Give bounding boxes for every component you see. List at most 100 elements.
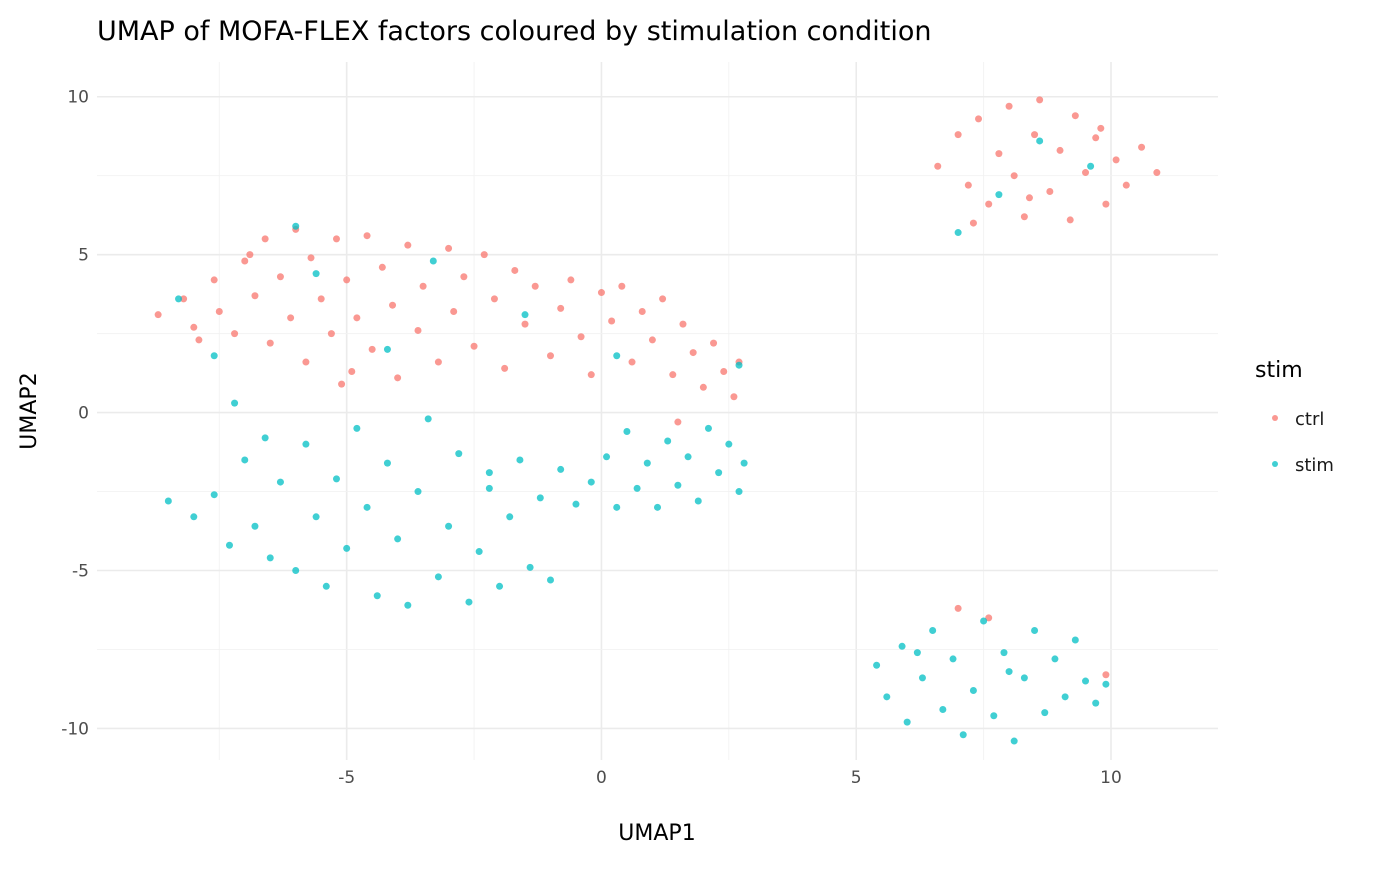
point-ctrl: [501, 364, 509, 372]
point-stim: [929, 627, 937, 635]
point-stim: [674, 481, 682, 489]
point-stim: [455, 450, 463, 458]
point-stim: [735, 488, 743, 496]
point-stim: [918, 674, 926, 682]
point-ctrl: [419, 282, 427, 290]
point-ctrl: [1112, 156, 1120, 164]
point-stim: [1041, 709, 1049, 717]
point-stim: [485, 469, 493, 477]
point-ctrl: [618, 282, 626, 290]
point-ctrl: [1005, 102, 1013, 110]
point-ctrl: [1036, 96, 1044, 104]
point-ctrl: [567, 276, 575, 284]
point-stim: [175, 295, 183, 303]
point-ctrl: [628, 358, 636, 366]
point-ctrl: [1025, 194, 1033, 202]
point-stim: [353, 424, 361, 432]
point-stim: [913, 649, 921, 657]
point-stim: [485, 484, 493, 492]
point-ctrl: [327, 330, 335, 338]
point-stim: [526, 563, 534, 571]
point-stim: [363, 503, 371, 511]
y-tick-label: 10: [67, 88, 89, 108]
point-ctrl: [1056, 146, 1064, 154]
point-stim: [241, 456, 249, 464]
point-ctrl: [985, 200, 993, 208]
point-ctrl: [210, 276, 218, 284]
point-ctrl: [674, 418, 682, 426]
point-stim: [633, 484, 641, 492]
point-stim: [883, 693, 891, 701]
point-ctrl: [1138, 143, 1146, 151]
data-points: [154, 96, 1161, 745]
point-stim: [1071, 636, 1079, 644]
point-stim: [995, 191, 1003, 199]
point-stim: [557, 465, 565, 473]
point-stim: [740, 459, 748, 467]
point-stim: [394, 535, 402, 543]
point-ctrl: [1102, 671, 1110, 679]
point-ctrl: [307, 254, 315, 262]
point-ctrl: [353, 314, 361, 322]
point-ctrl: [1046, 187, 1054, 195]
legend-label-stim: stim: [1295, 455, 1334, 476]
point-stim: [603, 453, 611, 461]
point-stim: [521, 311, 529, 319]
point-ctrl: [985, 614, 993, 622]
point-ctrl: [266, 339, 274, 347]
point-ctrl: [995, 150, 1003, 158]
point-ctrl: [368, 345, 376, 353]
grid-lines: [97, 62, 1218, 760]
point-stim: [1010, 737, 1018, 745]
point-ctrl: [954, 131, 962, 139]
x-tick-label: 5: [851, 768, 862, 788]
point-ctrl: [404, 241, 412, 249]
point-stim: [496, 582, 504, 590]
point-ctrl: [597, 289, 605, 297]
y-tick-label: -5: [72, 561, 89, 581]
point-stim: [587, 478, 595, 486]
point-ctrl: [934, 162, 942, 170]
x-tick-label: 10: [1100, 768, 1122, 788]
point-ctrl: [414, 326, 422, 334]
y-axis-label: UMAP2: [17, 372, 42, 449]
point-ctrl: [1031, 131, 1039, 139]
point-ctrl: [648, 336, 656, 344]
point-stim: [572, 500, 580, 508]
point-ctrl: [1066, 216, 1074, 224]
point-stim: [475, 548, 483, 556]
point-ctrl: [343, 276, 351, 284]
point-stim: [1031, 627, 1039, 635]
point-ctrl: [521, 320, 529, 328]
point-ctrl: [1082, 169, 1090, 177]
point-stim: [980, 617, 988, 625]
y-tick-label: 5: [78, 246, 89, 266]
point-stim: [261, 434, 269, 442]
point-ctrl: [577, 333, 585, 341]
point-ctrl: [531, 282, 539, 290]
point-stim: [1036, 137, 1044, 145]
point-stim: [322, 582, 330, 590]
point-stim: [429, 257, 437, 265]
point-stim: [424, 415, 432, 423]
point-stim: [1000, 649, 1008, 657]
point-ctrl: [195, 336, 203, 344]
point-ctrl: [470, 342, 478, 350]
point-stim: [694, 497, 702, 505]
point-ctrl: [246, 251, 254, 259]
point-ctrl: [1020, 213, 1028, 221]
point-stim: [684, 453, 692, 461]
x-tick-label: -5: [338, 768, 355, 788]
point-stim: [623, 428, 631, 436]
point-ctrl: [445, 244, 453, 252]
point-stim: [536, 494, 544, 502]
point-ctrl: [180, 295, 188, 303]
point-stim: [873, 661, 881, 669]
point-stim: [654, 503, 661, 511]
point-stim: [302, 440, 310, 448]
point-stim: [1087, 162, 1095, 170]
point-ctrl: [699, 383, 707, 391]
point-stim: [434, 573, 442, 581]
point-stim: [1061, 693, 1069, 701]
point-ctrl: [231, 330, 239, 338]
